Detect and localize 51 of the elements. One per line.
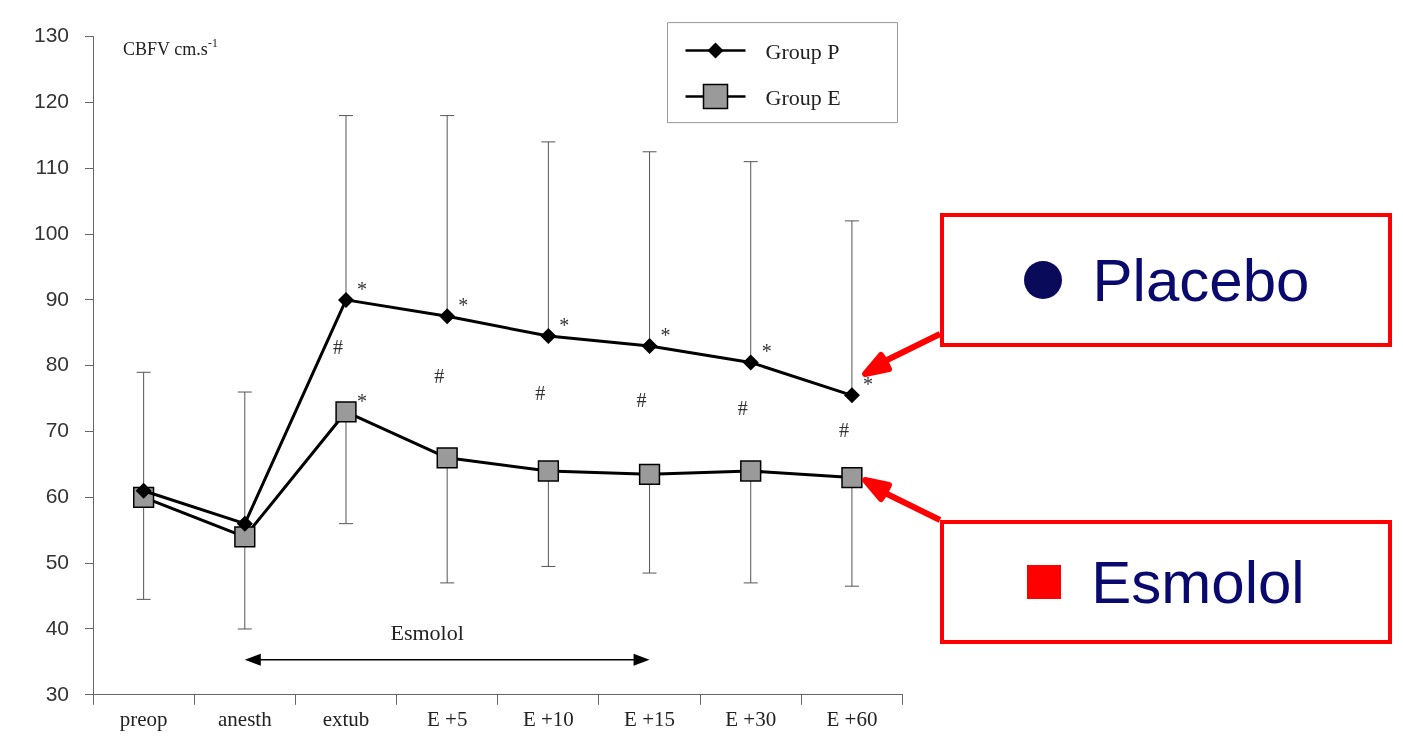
y-tick-label: 30	[45, 681, 70, 705]
annotation: #	[737, 397, 748, 420]
annotation: *	[458, 294, 469, 317]
point	[641, 337, 658, 354]
y-tick-label: 110	[35, 155, 70, 179]
y-tick-label: 60	[45, 484, 70, 508]
x-tick-label: E +10	[522, 706, 574, 731]
annotation: #	[535, 381, 546, 404]
point	[338, 291, 354, 308]
annotation: *	[356, 389, 367, 412]
annotation: #	[636, 388, 647, 411]
x-tick-label: extub	[322, 706, 370, 731]
legend-label: Group P	[765, 38, 840, 64]
y-tick-label: 100	[33, 220, 70, 244]
y-tick-label: 70	[45, 418, 70, 442]
annotation: *	[862, 373, 873, 396]
point	[234, 526, 256, 548]
x-tick-label: E +5	[426, 706, 468, 731]
y-tick-label: 80	[45, 352, 70, 376]
text: Placebo	[1092, 245, 1310, 315]
text: Esmolol	[1091, 547, 1305, 617]
x-tick-label: E +15	[624, 706, 675, 731]
annotation: #	[434, 364, 445, 387]
annotation: *	[356, 277, 367, 300]
y-tick-label: 130	[33, 23, 70, 47]
x-tick-label: preop	[119, 706, 168, 731]
x-tick-label: E +30	[725, 706, 777, 731]
legend-label: Group E	[765, 84, 841, 110]
y-tick-label: 120	[33, 89, 70, 113]
point	[540, 328, 557, 345]
point	[537, 460, 560, 482]
point	[638, 463, 661, 485]
point	[439, 308, 456, 325]
x-tick-label: E +60	[826, 706, 878, 731]
point	[436, 447, 458, 469]
y-tick-label: 40	[45, 615, 70, 639]
point	[843, 387, 860, 404]
annotation: Esmolol	[390, 619, 464, 645]
annotation: #	[838, 418, 849, 441]
point	[742, 354, 759, 371]
annotation: #	[332, 335, 343, 358]
x-tick-label: anesth	[217, 706, 273, 731]
annotation: *	[761, 340, 772, 363]
point	[740, 460, 762, 482]
point	[841, 466, 863, 489]
annotation: *	[660, 323, 671, 346]
y-tick-label: 50	[45, 549, 70, 573]
annotation: *	[559, 314, 570, 337]
point	[335, 401, 357, 423]
point	[236, 515, 253, 532]
y-tick-label: 90	[45, 286, 70, 310]
